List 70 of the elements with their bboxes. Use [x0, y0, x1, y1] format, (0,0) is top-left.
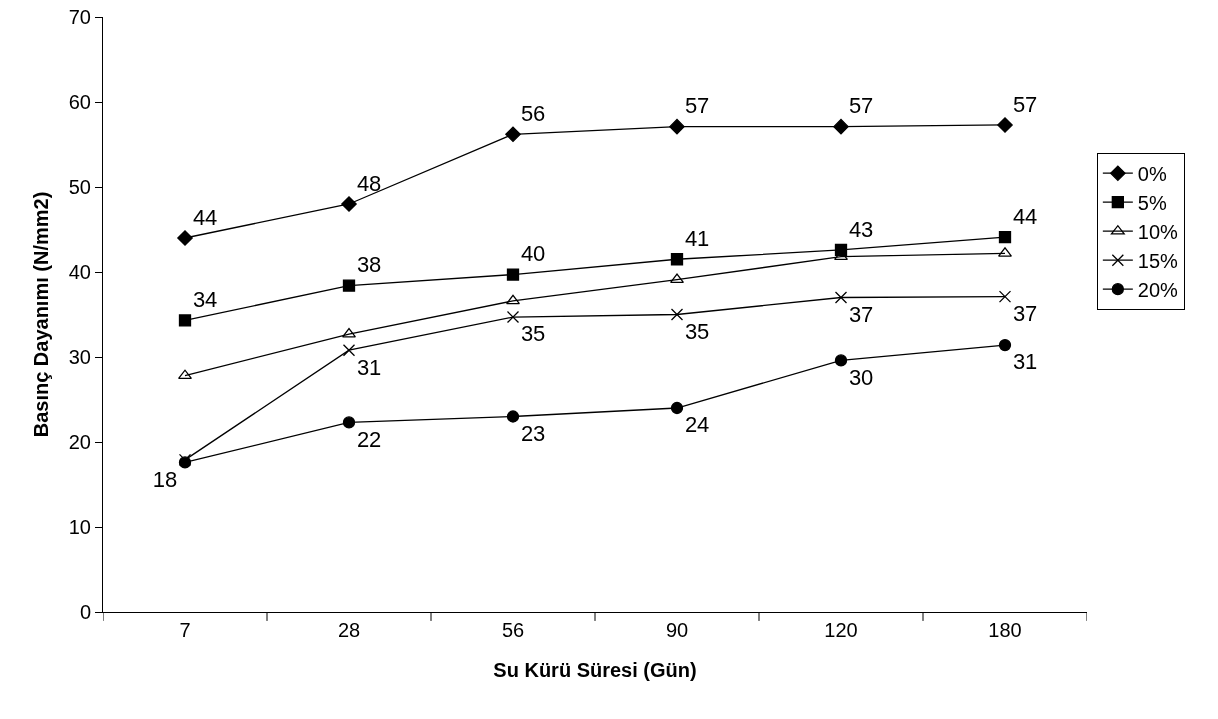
point — [505, 126, 521, 143]
data-label: 57 — [1012, 91, 1038, 117]
data-label: 43 — [848, 216, 874, 242]
point — [178, 314, 192, 327]
x-tick-label: 28 — [337, 619, 361, 641]
data-label: 44 — [1012, 203, 1038, 229]
point — [342, 279, 356, 292]
data-label: 44 — [192, 204, 218, 230]
y-axis-title: Basınç Dayanımı (N/mm2) — [30, 191, 53, 438]
y-tick-label: 10 — [68, 516, 91, 538]
point — [506, 310, 520, 324]
data-label: 35 — [684, 318, 710, 344]
data-label: 23 — [520, 420, 546, 446]
legend-label: 20% — [1137, 279, 1179, 301]
point — [341, 196, 357, 212]
data-label: 41 — [684, 225, 710, 251]
x-tick-label: 7 — [179, 619, 191, 641]
x-tick-label: 120 — [824, 619, 858, 641]
legend-label: 0% — [1137, 163, 1167, 185]
data-label: 40 — [520, 241, 546, 267]
data-label: 38 — [356, 252, 382, 278]
legend-label: 5% — [1137, 192, 1167, 214]
point — [834, 291, 848, 304]
y-tick-label: 30 — [68, 346, 91, 368]
legend-label: 15% — [1137, 250, 1179, 272]
point — [833, 118, 849, 135]
data-label: 30 — [848, 364, 874, 390]
point — [342, 327, 356, 338]
point — [670, 253, 684, 266]
point — [178, 369, 192, 380]
point — [669, 118, 685, 135]
point — [506, 410, 520, 423]
data-label: 37 — [1012, 301, 1038, 327]
point — [342, 416, 356, 429]
y-tick-label: 0 — [79, 601, 91, 623]
x-tick-label: 56 — [501, 619, 525, 641]
point — [506, 294, 520, 305]
x-tick-label: 90 — [665, 619, 689, 641]
x-tick-label: 180 — [988, 619, 1022, 641]
point — [177, 230, 193, 246]
point — [506, 268, 520, 281]
data-label: 57 — [684, 93, 710, 119]
data-label: 57 — [848, 93, 874, 119]
point — [998, 247, 1012, 257]
data-label: 35 — [520, 321, 546, 347]
data-label: 31 — [356, 354, 382, 380]
x-axis-title: Su Kürü Süresi (Gün) — [493, 658, 697, 681]
point — [998, 338, 1012, 352]
data-label: 24 — [684, 412, 710, 438]
data-label: 18 — [152, 466, 178, 492]
point — [342, 344, 356, 357]
data-label: 48 — [356, 170, 382, 196]
data-label: 22 — [356, 426, 382, 452]
data-label: 56 — [520, 100, 546, 126]
y-tick-label: 40 — [68, 261, 91, 283]
point — [998, 231, 1012, 244]
y-tick-label: 60 — [68, 91, 91, 113]
y-tick-label: 50 — [68, 176, 91, 198]
legend-label: 10% — [1137, 221, 1179, 243]
point — [670, 401, 684, 415]
point — [834, 354, 848, 367]
data-label: 37 — [848, 301, 874, 327]
y-tick-label: 20 — [68, 431, 91, 453]
point — [670, 273, 684, 284]
point — [670, 308, 684, 321]
point — [997, 117, 1013, 133]
y-tick-label: 70 — [68, 6, 91, 28]
data-label: 34 — [192, 287, 218, 313]
point — [998, 290, 1012, 303]
data-label: 31 — [1012, 349, 1038, 375]
